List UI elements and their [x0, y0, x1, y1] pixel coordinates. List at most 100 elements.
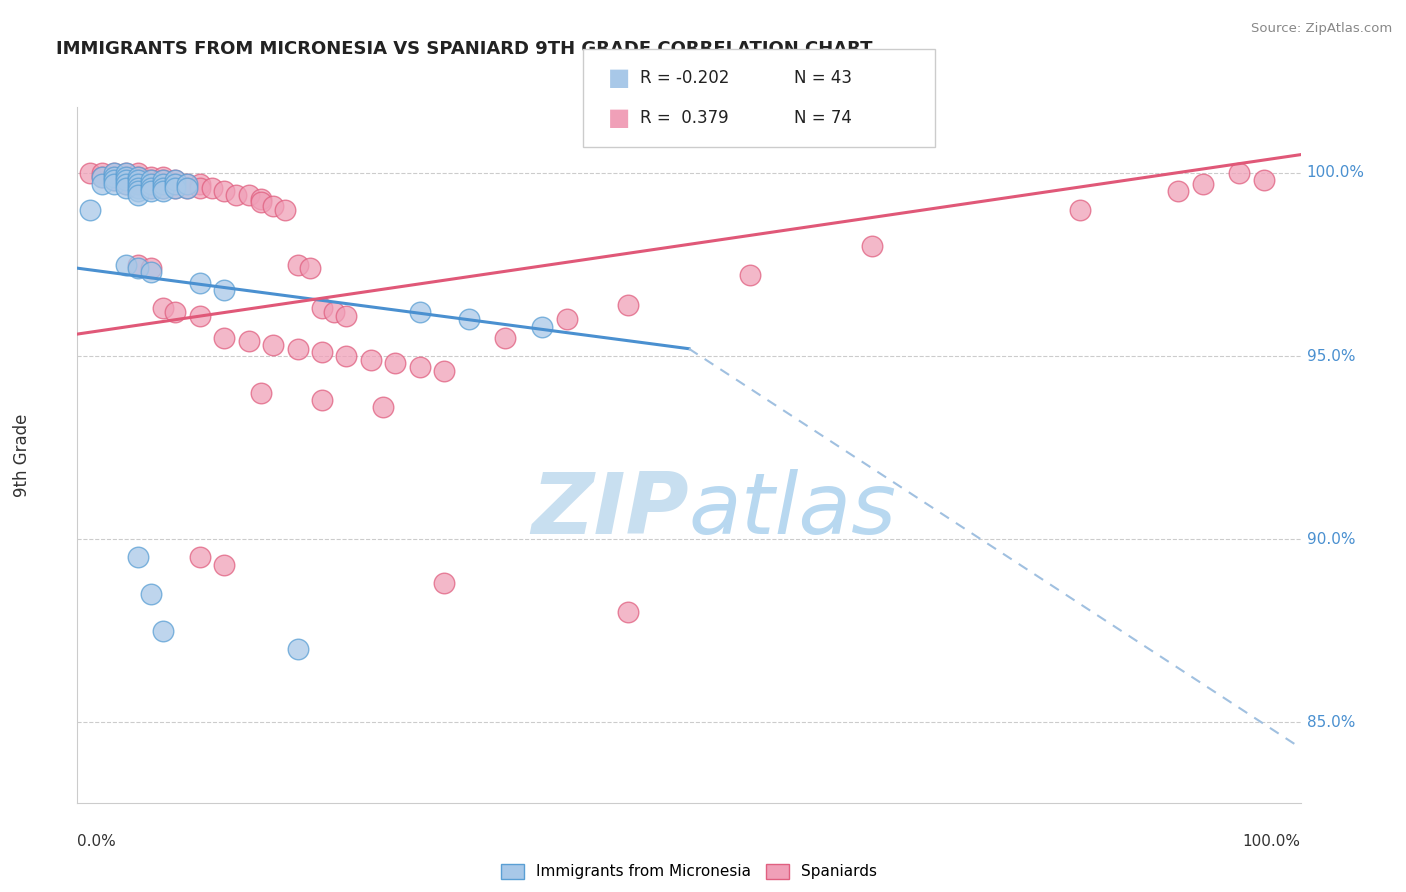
Text: 85.0%: 85.0% [1306, 714, 1355, 730]
Point [79, 166, 101, 180]
Point [274, 202, 297, 217]
Point [139, 173, 162, 187]
Point [139, 169, 162, 184]
Point [165, 177, 187, 191]
Point [433, 364, 456, 378]
Point [103, 169, 125, 184]
Point [298, 261, 321, 276]
Point [371, 401, 394, 415]
Point [127, 180, 149, 194]
Point [311, 301, 333, 316]
Point [287, 642, 309, 657]
Point [127, 166, 149, 180]
Point [287, 342, 309, 356]
Point [115, 173, 138, 187]
Point [212, 558, 235, 572]
Point [212, 184, 235, 198]
Point [139, 180, 162, 194]
Point [139, 177, 162, 191]
Text: N = 74: N = 74 [794, 109, 852, 127]
Text: N = 43: N = 43 [794, 70, 852, 87]
Point [250, 192, 273, 206]
Point [1069, 202, 1091, 217]
Point [165, 180, 187, 194]
Point [127, 169, 149, 184]
Point [201, 180, 224, 194]
Point [176, 180, 198, 194]
Point [384, 356, 406, 370]
Point [115, 177, 138, 191]
Point [115, 258, 138, 272]
Point [262, 338, 284, 352]
Point [139, 184, 162, 198]
Text: R =  0.379: R = 0.379 [640, 109, 728, 127]
Point [188, 177, 211, 191]
Text: 100.0%: 100.0% [1243, 834, 1301, 849]
Point [862, 239, 884, 253]
Point [103, 173, 125, 187]
Text: IMMIGRANTS FROM MICRONESIA VS SPANIARD 9TH GRADE CORRELATION CHART: IMMIGRANTS FROM MICRONESIA VS SPANIARD 9… [56, 40, 873, 58]
Point [127, 261, 149, 276]
Point [188, 309, 211, 323]
Point [115, 169, 138, 184]
Point [311, 345, 333, 359]
Point [188, 276, 211, 290]
Point [152, 180, 174, 194]
Point [152, 173, 174, 187]
Point [176, 180, 198, 194]
Point [165, 305, 187, 319]
Text: ■: ■ [607, 67, 630, 90]
Point [457, 312, 479, 326]
Point [127, 173, 149, 187]
Point [1229, 166, 1251, 180]
Point [617, 298, 640, 312]
Point [139, 261, 162, 276]
Point [740, 268, 762, 283]
Text: ■: ■ [607, 106, 630, 129]
Point [176, 177, 198, 191]
Point [152, 177, 174, 191]
Point [152, 180, 174, 194]
Text: atlas: atlas [689, 469, 897, 552]
Point [127, 177, 149, 191]
Point [409, 359, 432, 374]
Point [250, 195, 273, 210]
Point [139, 180, 162, 194]
Point [103, 166, 125, 180]
Point [115, 173, 138, 187]
Point [311, 392, 333, 407]
Point [90, 169, 112, 184]
Point [555, 312, 578, 326]
Point [152, 301, 174, 316]
Point [127, 173, 149, 187]
Point [1167, 184, 1189, 198]
Point [115, 177, 138, 191]
Point [79, 202, 101, 217]
Point [152, 169, 174, 184]
Point [409, 305, 432, 319]
Point [115, 180, 138, 194]
Point [90, 177, 112, 191]
Point [212, 283, 235, 297]
Point [115, 166, 138, 180]
Point [90, 169, 112, 184]
Point [152, 173, 174, 187]
Point [617, 606, 640, 620]
Point [127, 550, 149, 565]
Point [212, 331, 235, 345]
Point [335, 309, 357, 323]
Text: 95.0%: 95.0% [1306, 349, 1355, 364]
Text: Source: ZipAtlas.com: Source: ZipAtlas.com [1251, 22, 1392, 36]
Text: 9th Grade: 9th Grade [13, 413, 31, 497]
Point [165, 173, 187, 187]
Point [152, 624, 174, 638]
Text: 0.0%: 0.0% [77, 834, 117, 849]
Text: 90.0%: 90.0% [1306, 532, 1355, 547]
Point [152, 177, 174, 191]
Point [127, 177, 149, 191]
Point [115, 166, 138, 180]
Point [1191, 177, 1213, 191]
Point [139, 173, 162, 187]
Point [127, 169, 149, 184]
Point [165, 180, 187, 194]
